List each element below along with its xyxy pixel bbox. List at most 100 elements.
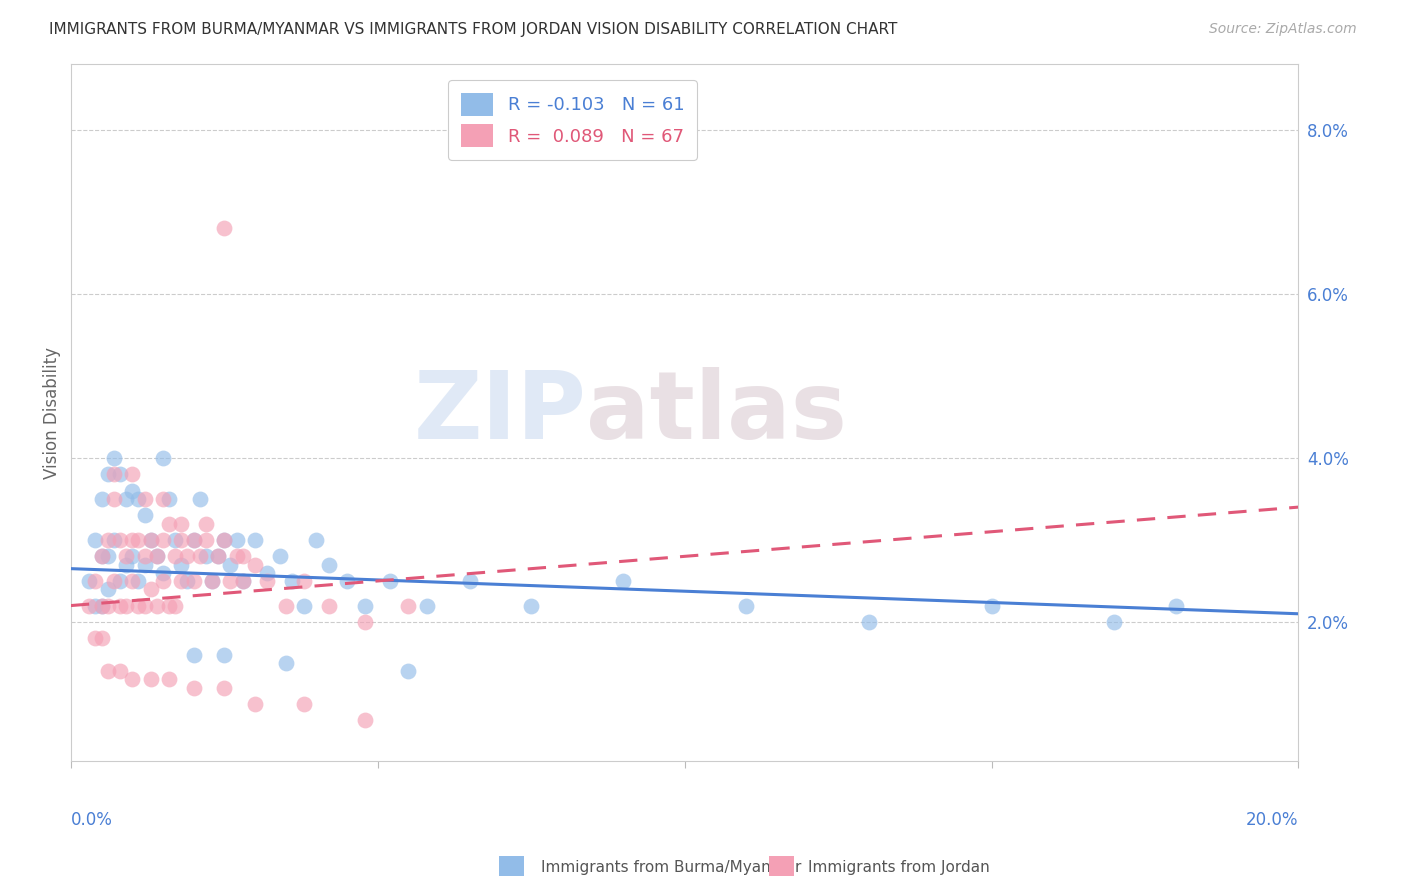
Point	[97, 467, 120, 482]
Point	[354, 714, 377, 728]
Point	[170, 558, 193, 572]
Point	[108, 533, 131, 547]
Point	[520, 599, 543, 613]
Point	[127, 533, 149, 547]
Point	[115, 558, 138, 572]
Point	[183, 533, 205, 547]
Text: Immigrants from Jordan: Immigrants from Jordan	[808, 860, 990, 874]
Point	[183, 574, 205, 588]
Point	[97, 549, 120, 564]
Point	[176, 549, 198, 564]
Point	[97, 664, 120, 678]
Point	[188, 549, 211, 564]
Point	[79, 574, 101, 588]
Point	[115, 599, 138, 613]
Point	[214, 221, 236, 235]
Point	[152, 574, 174, 588]
Point	[127, 599, 149, 613]
Text: 20.0%: 20.0%	[1246, 811, 1299, 829]
Point	[121, 483, 143, 498]
Point	[115, 491, 138, 506]
Point	[97, 582, 120, 596]
Point	[188, 491, 211, 506]
Point	[194, 549, 217, 564]
Point	[219, 558, 242, 572]
Text: Source: ZipAtlas.com: Source: ZipAtlas.com	[1209, 22, 1357, 37]
Point	[103, 574, 125, 588]
Point	[90, 599, 112, 613]
Point	[134, 599, 156, 613]
Point	[232, 574, 254, 588]
Point	[103, 533, 125, 547]
Point	[90, 491, 112, 506]
Point	[318, 599, 340, 613]
Point	[256, 566, 278, 580]
Point	[398, 664, 420, 678]
Point	[139, 582, 162, 596]
Point	[152, 450, 174, 465]
Point	[214, 533, 236, 547]
Point	[108, 574, 131, 588]
Point	[194, 533, 217, 547]
Point	[103, 450, 125, 465]
Point	[612, 574, 634, 588]
Point	[214, 681, 236, 695]
Point	[243, 558, 266, 572]
Point	[90, 549, 112, 564]
Text: atlas: atlas	[586, 367, 848, 458]
Point	[84, 632, 107, 646]
Point	[152, 491, 174, 506]
Point	[305, 533, 328, 547]
Point	[318, 558, 340, 572]
Point	[146, 549, 169, 564]
Point	[243, 533, 266, 547]
Point	[1104, 615, 1126, 629]
Point	[90, 599, 112, 613]
Point	[134, 549, 156, 564]
Point	[214, 648, 236, 662]
Point	[79, 599, 101, 613]
Point	[103, 491, 125, 506]
Point	[139, 673, 162, 687]
Point	[194, 516, 217, 531]
Point	[354, 615, 377, 629]
Point	[398, 599, 420, 613]
Point	[152, 533, 174, 547]
Point	[1164, 599, 1187, 613]
Point	[165, 549, 187, 564]
Point	[121, 549, 143, 564]
Point	[115, 549, 138, 564]
Point	[146, 549, 169, 564]
Point	[121, 574, 143, 588]
Point	[735, 599, 758, 613]
Point	[152, 566, 174, 580]
Point	[84, 574, 107, 588]
Point	[354, 599, 377, 613]
Point	[108, 467, 131, 482]
Point	[134, 491, 156, 506]
Point	[274, 656, 297, 670]
Point	[232, 549, 254, 564]
Point	[84, 533, 107, 547]
Point	[90, 632, 112, 646]
Point	[183, 648, 205, 662]
Point	[183, 533, 205, 547]
Point	[980, 599, 1002, 613]
Point	[127, 574, 149, 588]
Point	[157, 599, 180, 613]
Point	[274, 599, 297, 613]
Point	[134, 558, 156, 572]
Point	[292, 697, 315, 711]
Point	[139, 533, 162, 547]
Point	[134, 508, 156, 523]
Point	[225, 549, 247, 564]
Point	[121, 467, 143, 482]
Point	[108, 599, 131, 613]
Point	[336, 574, 359, 588]
Point	[139, 533, 162, 547]
Point	[207, 549, 229, 564]
Point	[157, 491, 180, 506]
Point	[232, 574, 254, 588]
Point	[170, 574, 193, 588]
Point	[458, 574, 481, 588]
